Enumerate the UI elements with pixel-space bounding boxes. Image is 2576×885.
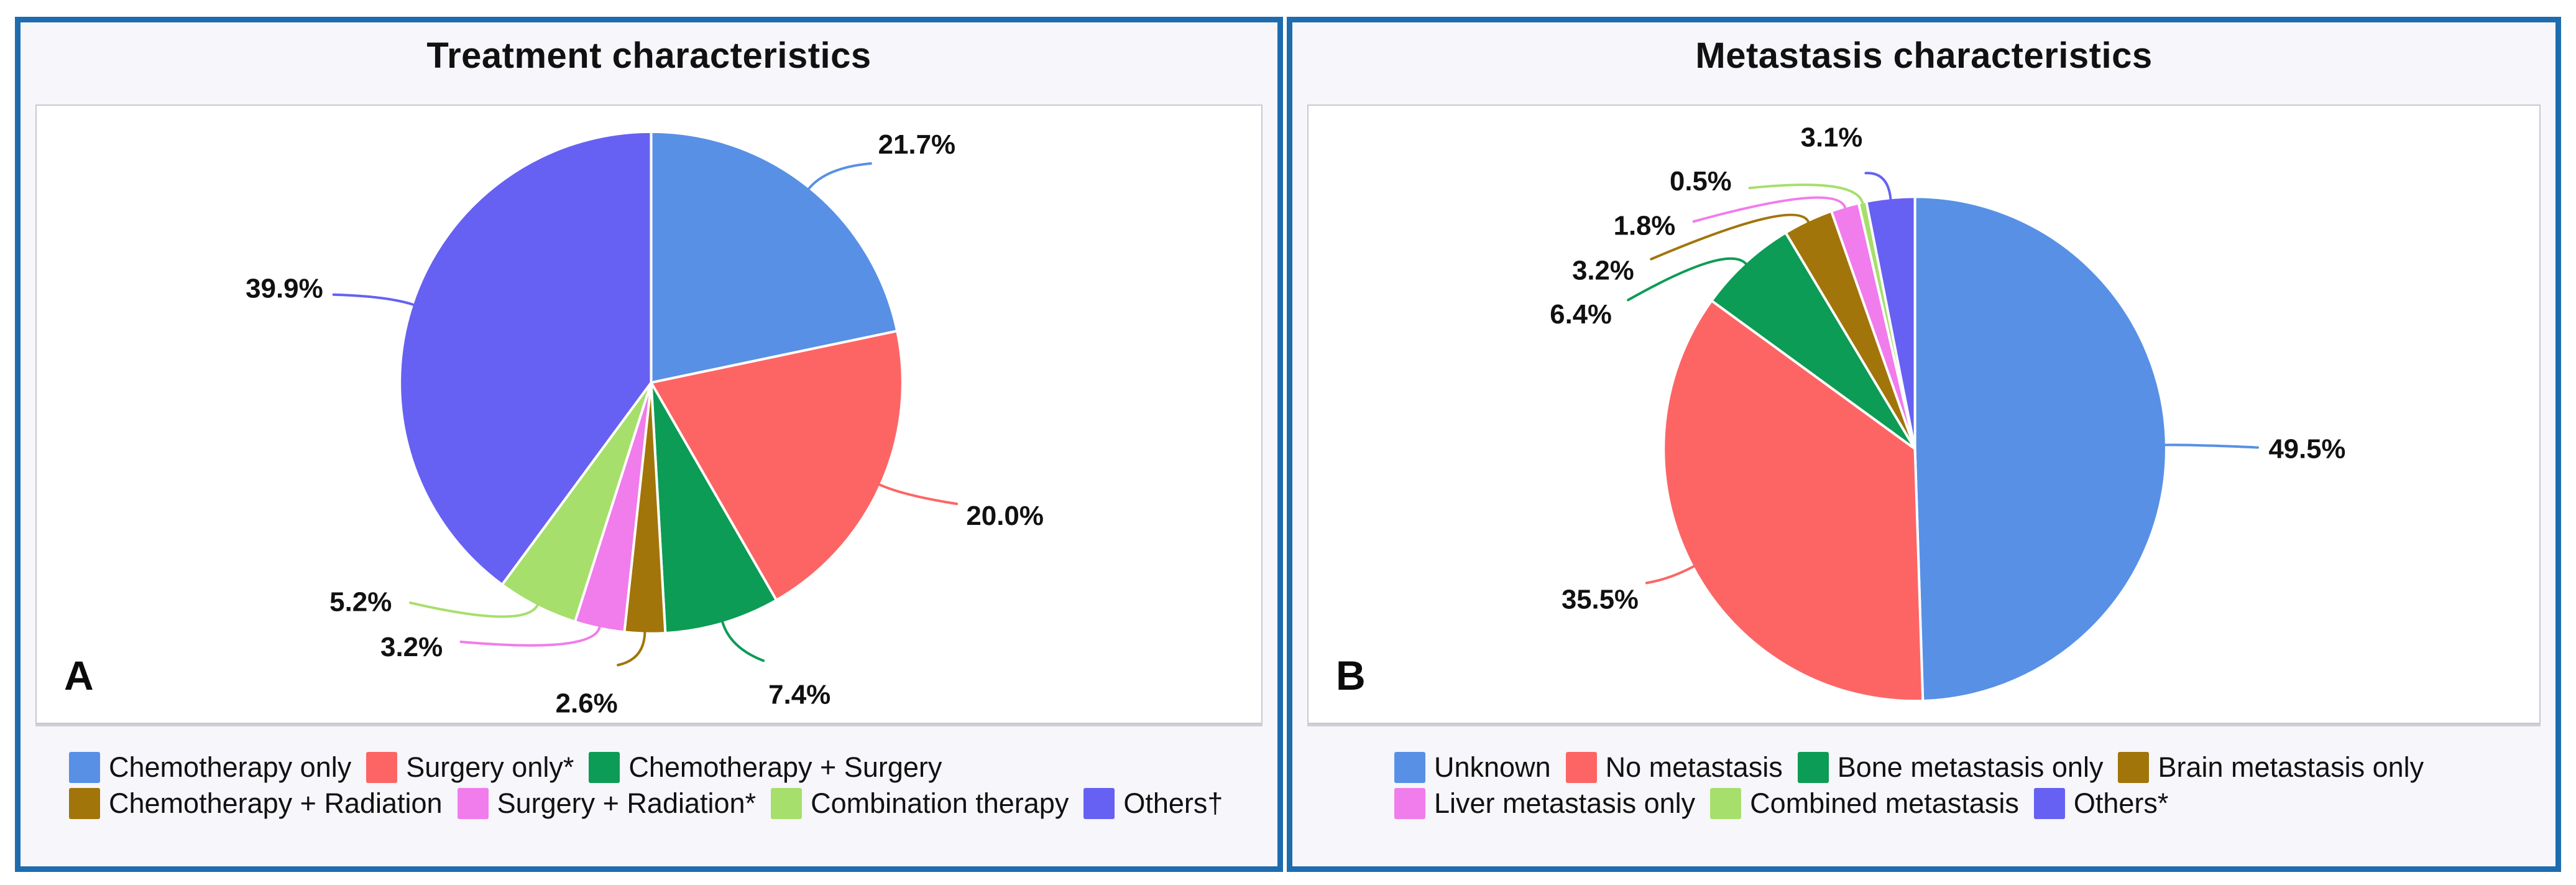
- percent-label: 3.1%: [1801, 122, 1863, 152]
- legend-label: Chemotherapy + Surgery: [628, 751, 942, 783]
- pie-slice: [1913, 195, 2168, 702]
- treatment-pie-chart: 21.7% 20.0% 7.4% 2.6% 3.2% 5.2% 39.9%: [246, 129, 1044, 719]
- leader-line: [721, 620, 765, 662]
- legend-item: Chemotherapy + Radiation: [69, 787, 443, 820]
- legend-swatch-icon: [771, 788, 803, 819]
- percent-label: 2.6%: [556, 688, 618, 719]
- legend-item: Combined metastasis: [1710, 787, 2019, 820]
- percent-label: 21.7%: [878, 129, 956, 160]
- legend-swatch-icon: [1710, 788, 1742, 819]
- panel-corner-label: B: [1336, 652, 1366, 698]
- chart-card: 49.5% 35.5% 6.4% 3.2% 1.8% 0.5% 3.1% B: [1307, 104, 2541, 724]
- legend-row: Unknown No metastasis Bone metastasis only…: [1394, 751, 2424, 784]
- legend-label: Bone metastasis only: [1837, 751, 2104, 783]
- legend-swatch-icon: [69, 752, 100, 783]
- legend-row: Liver metastasis only Combined metastasis…: [1394, 787, 2424, 820]
- percent-label: 49.5%: [2268, 433, 2345, 464]
- percent-label: 3.2%: [1572, 255, 1634, 285]
- chart-card: 21.7% 20.0% 7.4% 2.6% 3.2% 5.2% 39.9% A: [35, 104, 1263, 724]
- leader-line: [409, 601, 539, 618]
- legend-swatch-icon: [1083, 788, 1115, 819]
- legend: Chemotherapy only Surgery only* Chemothera…: [69, 751, 1223, 820]
- legend-label: Combined metastasis: [1750, 787, 2019, 819]
- leader-line: [1645, 565, 1695, 585]
- legend-item: Chemotherapy + Surgery: [589, 751, 942, 784]
- percent-label: 1.8%: [1614, 211, 1676, 241]
- legend-label: Chemotherapy only: [109, 751, 352, 783]
- legend-label: Brain metastasis only: [2158, 751, 2424, 783]
- legend-label: Combination therapy: [811, 787, 1069, 819]
- legend-item: No metastasis: [1565, 751, 1783, 784]
- panel-metastasis: Metastasis characteristics 49.5% 35.5% 6.4…: [1287, 17, 2561, 872]
- panel-treatment: Treatment characteristics 21.7% 20.0% 7.4%…: [15, 17, 1283, 872]
- legend-label: Unknown: [1434, 751, 1551, 783]
- legend-swatch-icon: [457, 788, 489, 819]
- legend-item: Surgery + Radiation*: [457, 787, 757, 820]
- legend-swatch-icon: [1394, 788, 1425, 819]
- legend-row: Chemotherapy only Surgery only* Chemothera…: [69, 751, 1223, 784]
- legend-item: Surgery only*: [366, 751, 574, 784]
- legend-item: Unknown: [1394, 751, 1551, 784]
- leader-line: [1650, 213, 1810, 261]
- legend-item: Combination therapy: [771, 787, 1069, 820]
- page-title: Metastasis characteristics: [1695, 35, 2153, 76]
- leader-line: [1748, 183, 1864, 205]
- leader-line: [878, 483, 959, 506]
- legend-swatch-icon: [589, 752, 620, 783]
- legend: Unknown No metastasis Bone metastasis only…: [1394, 751, 2424, 820]
- leader-line: [332, 293, 415, 306]
- legend-item: Bone metastasis only: [1797, 751, 2104, 784]
- legend-swatch-icon: [69, 788, 100, 819]
- legend-swatch-icon: [1565, 752, 1597, 783]
- legend-item: Liver metastasis only: [1394, 787, 1695, 820]
- percent-label: 3.2%: [380, 632, 443, 662]
- metastasis-pie-chart: 49.5% 35.5% 6.4% 3.2% 1.8% 0.5% 3.1%: [1550, 122, 2345, 703]
- panel-corner-label: A: [64, 652, 94, 698]
- percent-label: 20.0%: [966, 501, 1044, 531]
- leader-line: [1627, 257, 1747, 302]
- percent-label: 0.5%: [1670, 166, 1732, 197]
- legend-item: Others*: [2033, 787, 2169, 820]
- legend-label: Chemotherapy + Radiation: [109, 787, 443, 819]
- legend-item: Others†: [1083, 787, 1223, 820]
- page-title: Treatment characteristics: [426, 35, 872, 76]
- legend-label: Liver metastasis only: [1434, 787, 1696, 819]
- legend-label: Surgery only*: [406, 751, 574, 783]
- percent-label: 35.5%: [1562, 584, 1639, 614]
- legend-swatch-icon: [2033, 788, 2065, 819]
- leader-line: [1692, 196, 1847, 223]
- percent-label: 39.9%: [246, 273, 323, 303]
- leader-line: [617, 631, 646, 667]
- legend-label: Others†: [1123, 787, 1223, 819]
- legend-label: Others*: [2073, 787, 2169, 819]
- legend-swatch-icon: [1394, 752, 1425, 783]
- leader-line: [807, 162, 872, 190]
- legend-item: Brain metastasis only: [2118, 751, 2424, 784]
- percent-label: 7.4%: [768, 680, 830, 710]
- legend-row: Chemotherapy + Radiation Surgery + Radiat…: [69, 787, 1223, 820]
- leader-line: [1864, 172, 1892, 201]
- legend-swatch-icon: [2118, 752, 2150, 783]
- legend-label: Surgery + Radiation*: [497, 787, 757, 819]
- leader-line: [2163, 443, 2259, 449]
- percent-label: 6.4%: [1550, 299, 1612, 330]
- leader-line: [459, 625, 601, 647]
- legend-swatch-icon: [366, 752, 398, 783]
- legend-label: No metastasis: [1605, 751, 1783, 783]
- legend-item: Chemotherapy only: [69, 751, 351, 784]
- percent-label: 5.2%: [329, 586, 392, 617]
- legend-swatch-icon: [1797, 752, 1829, 783]
